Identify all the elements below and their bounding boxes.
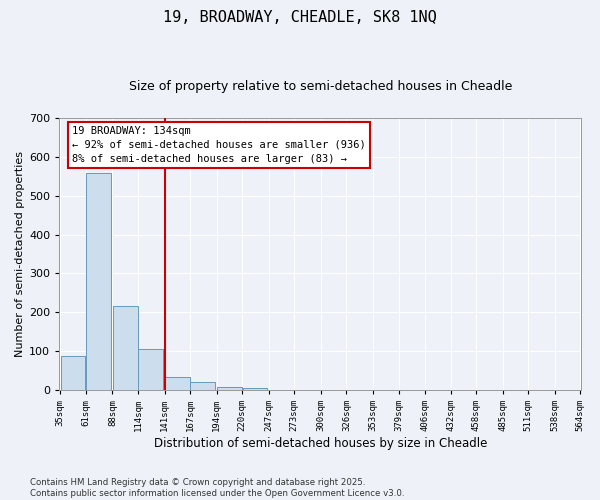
Bar: [190, 382, 215, 390]
Bar: [217, 386, 242, 390]
Bar: [86, 174, 111, 390]
Bar: [165, 376, 190, 390]
Text: 19, BROADWAY, CHEADLE, SK8 1NQ: 19, BROADWAY, CHEADLE, SK8 1NQ: [163, 10, 437, 25]
Y-axis label: Number of semi-detached properties: Number of semi-detached properties: [15, 151, 25, 357]
X-axis label: Distribution of semi-detached houses by size in Cheadle: Distribution of semi-detached houses by …: [154, 437, 487, 450]
Text: 19 BROADWAY: 134sqm
← 92% of semi-detached houses are smaller (936)
8% of semi-d: 19 BROADWAY: 134sqm ← 92% of semi-detach…: [73, 126, 366, 164]
Bar: [242, 388, 268, 390]
Text: Contains HM Land Registry data © Crown copyright and database right 2025.
Contai: Contains HM Land Registry data © Crown c…: [30, 478, 404, 498]
Bar: [139, 349, 163, 390]
Bar: [113, 306, 137, 390]
Title: Size of property relative to semi-detached houses in Cheadle: Size of property relative to semi-detach…: [128, 80, 512, 93]
Bar: [61, 356, 85, 390]
